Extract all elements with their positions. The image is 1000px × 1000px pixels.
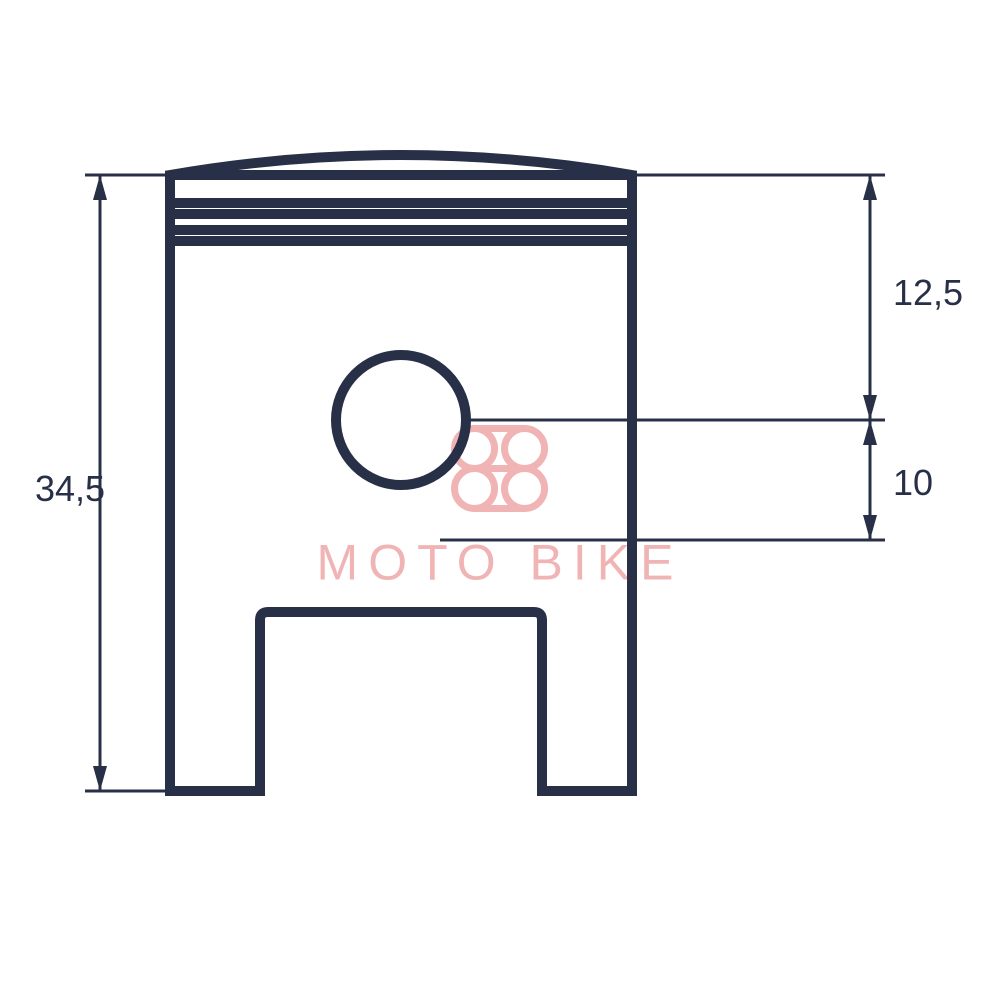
- diagram-canvas: MOTO BIKE: [0, 0, 1000, 1000]
- dim-pin-diameter: 10: [893, 462, 933, 504]
- dim-top-to-pin: 12,5: [893, 272, 963, 314]
- dimension-lines: [85, 175, 885, 791]
- dim-total-height: 34,5: [35, 468, 105, 510]
- piston-body: [170, 155, 632, 791]
- piston-drawing: [0, 0, 1000, 1000]
